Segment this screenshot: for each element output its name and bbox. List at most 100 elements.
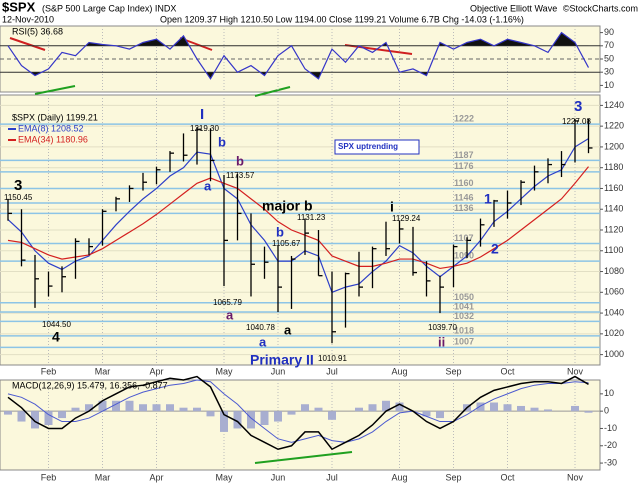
histogram-bar (368, 404, 377, 412)
annotation: 3 (574, 98, 582, 115)
level-label: 1050 (454, 292, 474, 302)
histogram-bar (125, 400, 134, 412)
macd-line (7, 379, 589, 443)
histogram-bar (112, 400, 120, 412)
source: ©StockCharts.com (563, 3, 638, 13)
annotation: i (390, 199, 394, 215)
histogram-bar (233, 411, 242, 429)
y-tick-label: 1220 (604, 121, 624, 131)
histogram-bar (193, 407, 201, 412)
histogram-bar (422, 411, 431, 417)
histogram-bar (584, 411, 593, 413)
histogram-bar (166, 404, 174, 412)
x-tick-label: May (215, 472, 233, 482)
annotation: 1105.67 (272, 239, 301, 248)
histogram-bar (206, 411, 215, 417)
annotation: 1129.24 (392, 214, 421, 223)
x-tick-label: Nov (567, 366, 584, 376)
histogram-bar (395, 402, 404, 412)
x-tick-label: May (215, 366, 233, 376)
divergence-line (254, 86, 291, 97)
y-tick-label: 1100 (604, 245, 623, 255)
ema-line (7, 138, 589, 294)
y-tick-label: 1040 (604, 307, 624, 317)
level-label: 1007 (454, 337, 474, 347)
histogram-bar (476, 402, 485, 412)
histogram-bar (355, 407, 363, 412)
ema-line (7, 166, 589, 270)
x-tick-label: Sep (445, 472, 461, 482)
annotation: 3 (14, 177, 22, 194)
annotation: a (226, 307, 234, 322)
y-tick-label: -20 (604, 440, 617, 450)
histogram-bar (314, 407, 323, 412)
divergence-line (254, 451, 353, 464)
y-tick-label: 10 (604, 388, 614, 398)
date: 12-Nov-2010 (2, 14, 54, 24)
histogram-bar (436, 411, 444, 419)
y-tick-label: 1200 (604, 141, 624, 151)
annotation: a (204, 178, 212, 193)
level-label: 1041 (454, 301, 474, 311)
annotation: 1 (484, 191, 492, 207)
x-tick-label: Feb (41, 472, 57, 482)
rsi-extreme-fill (8, 32, 589, 46)
histogram-bar (301, 404, 309, 412)
macd-line (7, 375, 589, 451)
histogram-bar (44, 411, 53, 425)
y-tick-label: 1020 (604, 328, 624, 338)
rsi-label: RSI(5) 36.68 (12, 26, 63, 36)
histogram-bar (517, 405, 525, 412)
x-tick-label: Sep (445, 366, 461, 376)
level-label: 1222 (454, 113, 474, 123)
y-tick-label: 50 (604, 53, 614, 63)
x-tick-label: Mar (95, 366, 111, 376)
y-tick-label: 1120 (604, 224, 623, 234)
level-label: 1107 (454, 233, 474, 243)
x-tick-label: Oct (500, 472, 515, 482)
x-tick-label: Aug (391, 472, 407, 482)
x-tick-label: Jun (271, 366, 286, 376)
x-tick-label: Feb (41, 366, 57, 376)
level-label: 1090 (454, 251, 474, 261)
annotation: SPX uptrending (338, 142, 398, 151)
y-tick-label: 1080 (604, 266, 624, 276)
level-label: 1187 (454, 150, 474, 160)
index-name: (S&P 500 Large Cap Index) INDX (42, 3, 176, 13)
annotation: 1039.70 (428, 323, 457, 332)
histogram-bar (260, 411, 269, 425)
annotation: 4 (52, 329, 60, 345)
x-tick-label: Apr (149, 472, 163, 482)
histogram-bar (382, 400, 390, 412)
annotation: 1219.30 (190, 124, 219, 133)
annotation: ii (438, 334, 445, 349)
histogram-bar (58, 411, 66, 419)
y-tick-label: 1160 (604, 183, 623, 193)
histogram-bar (274, 411, 282, 422)
histogram-bar (503, 404, 512, 412)
y-tick-label: -10 (604, 423, 617, 433)
x-tick-label: Apr (149, 366, 163, 376)
author: Objective Elliott Wave (470, 3, 557, 13)
x-tick-label: Jul (326, 366, 338, 376)
histogram-bar (17, 411, 26, 422)
histogram-bar (31, 411, 39, 429)
level-label: 1018 (454, 325, 474, 335)
divergence-line (34, 85, 76, 95)
legend-entry: EMA(34) 1180.96 (18, 134, 88, 144)
y-tick-label: 1060 (604, 287, 624, 297)
annotation: 1150.45 (4, 193, 33, 202)
annotation: 1173.57 (226, 171, 255, 180)
histogram-bar (247, 411, 255, 429)
histogram-bar (71, 407, 80, 412)
annotation: 1010.91 (318, 354, 347, 363)
histogram-bar (530, 407, 539, 412)
histogram-bar (328, 411, 336, 420)
annotation: b (236, 153, 244, 168)
level-label: 1176 (454, 161, 474, 171)
x-tick-label: Oct (500, 366, 515, 376)
x-tick-label: Aug (391, 366, 407, 376)
y-tick-label: 1140 (604, 204, 623, 214)
annotation: a (259, 334, 267, 349)
annotation: 2 (491, 241, 499, 257)
